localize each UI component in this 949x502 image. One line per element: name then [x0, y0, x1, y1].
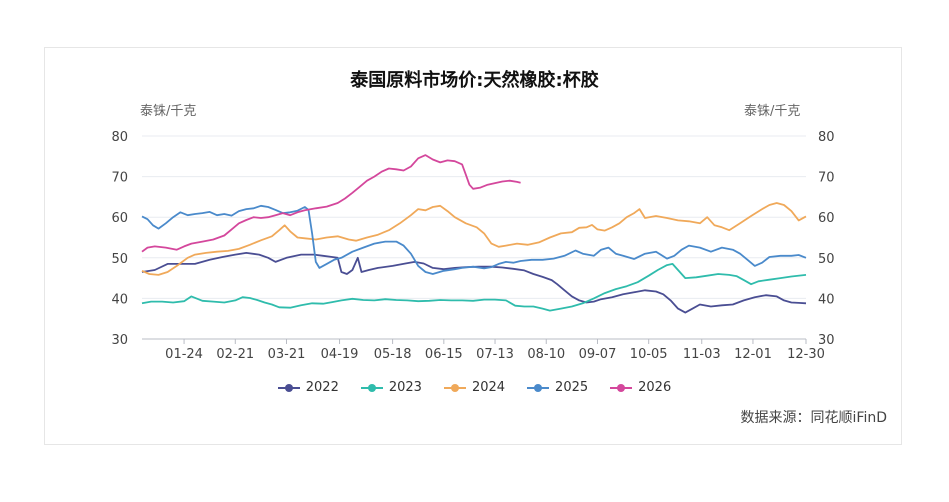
y-tick-left-2: 50 — [111, 252, 128, 267]
x-tick-6: 07-13 — [476, 347, 514, 362]
series-line-2024 — [141, 202, 807, 276]
series-line-2022 — [141, 252, 807, 314]
x-tick-9: 10-05 — [630, 347, 668, 362]
y-axis-left: 30 40 50 60 70 80 — [111, 130, 128, 348]
legend-item-2023[interactable]: 2023 — [360, 380, 422, 395]
x-tick-2: 03-21 — [268, 347, 306, 362]
x-axis: 01-24 02-21 03-21 04-19 05-18 06-15 07-13 08-10… — [165, 339, 825, 362]
legend-item-2022[interactable]: 2022 — [277, 380, 339, 395]
y-tick-right-0: 30 — [818, 333, 835, 348]
x-tick-8: 09-07 — [579, 347, 617, 362]
x-tick-4: 05-18 — [374, 347, 412, 362]
series-line-2023 — [141, 263, 807, 312]
x-tick-12: 12-30 — [787, 347, 825, 362]
y-axis-right: 30 40 50 60 70 80 — [818, 130, 835, 348]
series-line-2026 — [141, 154, 521, 253]
x-tick-1: 02-21 — [216, 347, 254, 362]
legend-swatch — [277, 383, 300, 392]
y-tick-left-3: 60 — [111, 211, 128, 226]
legend-label: 2024 — [471, 380, 506, 395]
right-axis-unit: 泰铢/千克 — [744, 104, 801, 119]
y-tick-left-0: 30 — [111, 333, 128, 348]
legend-item-2026[interactable]: 2026 — [610, 380, 671, 395]
legend-swatch — [527, 383, 550, 392]
chart-title: 泰国原料市场价:天然橡胶:杯胶 — [350, 70, 599, 91]
legend-label: 2025 — [555, 380, 589, 395]
x-tick-5: 06-15 — [425, 347, 463, 362]
series-line-2025 — [141, 204, 807, 275]
series-lines — [141, 154, 807, 314]
x-tick-0: 01-24 — [165, 347, 203, 362]
y-tick-right-1: 40 — [818, 292, 835, 307]
y-tick-left-1: 40 — [111, 292, 128, 307]
legend-swatch — [360, 383, 383, 392]
legend-item-2024[interactable]: 2024 — [443, 380, 506, 395]
legend-swatch — [443, 383, 466, 392]
left-axis-unit: 泰铢/千克 — [140, 104, 197, 119]
y-tick-right-2: 50 — [818, 252, 835, 267]
data-source: 数据来源：同花顺iFinD — [740, 410, 887, 426]
y-tick-left-5: 80 — [111, 130, 128, 145]
legend-label: 2023 — [388, 380, 422, 395]
legend-swatch — [610, 383, 633, 392]
x-tick-11: 12-01 — [734, 347, 772, 362]
legend: 2022 2023 2024 2025 2026 — [0, 380, 949, 395]
x-tick-10: 11-03 — [683, 347, 721, 362]
legend-label: 2026 — [638, 380, 672, 395]
y-tick-right-3: 60 — [818, 211, 835, 226]
y-tick-left-4: 70 — [111, 171, 128, 186]
x-tick-7: 08-10 — [527, 347, 565, 362]
y-tick-right-5: 80 — [818, 130, 835, 145]
y-tick-right-4: 70 — [818, 171, 835, 186]
x-tick-3: 04-19 — [321, 347, 359, 362]
legend-label: 2022 — [305, 380, 339, 395]
grid-lines — [142, 135, 806, 340]
legend-item-2025[interactable]: 2025 — [527, 380, 588, 395]
